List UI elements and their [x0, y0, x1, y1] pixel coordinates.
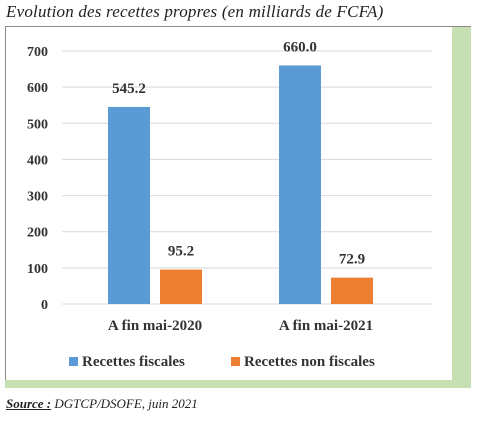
y-tick-label: 0 [41, 298, 48, 313]
legend-label: Recettes non fiscales [244, 354, 375, 370]
y-tick-label: 700 [27, 45, 48, 60]
bar-recettes-fiscales [108, 106, 150, 304]
legend-label: Recettes fiscales [82, 354, 185, 370]
bar-recettes-fiscales [279, 65, 321, 304]
y-tick-label: 100 [27, 262, 48, 277]
data-label: 95.2 [168, 244, 194, 260]
chart-title: Evolution des recettes propres (en milli… [6, 2, 384, 21]
legend-swatch [231, 357, 240, 366]
data-label: 660.0 [283, 39, 317, 55]
bar-recettes-non-fiscales [160, 269, 202, 304]
frame-accent-bottom [5, 380, 471, 388]
y-tick-label: 400 [27, 153, 48, 168]
bar-chart: 0 100 200 300 400 500 600 700 545.2 95.2 A fin mai… [27, 39, 432, 370]
y-tick-label: 300 [27, 190, 48, 205]
y-tick-label: 200 [27, 226, 48, 241]
x-category-label: A fin mai-2020 [108, 318, 202, 334]
y-tick-label: 600 [27, 81, 48, 96]
plot-area [6, 27, 452, 380]
frame-accent-right [452, 27, 471, 388]
source-note: Source : DGTCP/DSOFE, juin 2021 [6, 396, 198, 412]
data-label: 72.9 [339, 252, 365, 268]
source-label: Source : [6, 396, 52, 411]
bar-recettes-non-fiscales [331, 277, 373, 304]
source-text: DGTCP/DSOFE, juin 2021 [54, 396, 198, 411]
y-tick-label: 500 [27, 117, 48, 132]
data-label: 545.2 [112, 81, 146, 97]
legend-swatch [69, 357, 78, 366]
x-category-label: A fin mai-2021 [279, 318, 373, 334]
